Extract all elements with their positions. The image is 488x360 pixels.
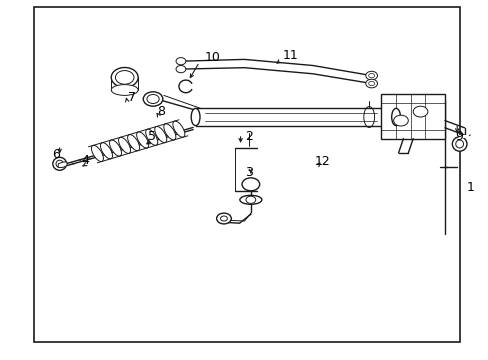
Circle shape [368, 73, 374, 78]
Ellipse shape [146, 94, 159, 104]
Text: 10: 10 [204, 51, 220, 64]
Ellipse shape [451, 137, 466, 151]
Text: 6: 6 [52, 148, 60, 161]
Circle shape [365, 71, 377, 80]
Text: 12: 12 [314, 156, 330, 168]
Ellipse shape [118, 137, 130, 153]
Text: 1: 1 [466, 181, 474, 194]
Ellipse shape [111, 85, 138, 95]
Ellipse shape [239, 195, 262, 204]
Ellipse shape [143, 92, 163, 106]
Circle shape [393, 115, 407, 126]
Circle shape [220, 216, 227, 221]
Bar [195, 108, 400, 126]
Ellipse shape [109, 140, 122, 156]
Ellipse shape [56, 160, 63, 167]
Ellipse shape [391, 108, 400, 126]
Ellipse shape [191, 108, 200, 126]
Text: 3: 3 [245, 166, 253, 179]
Circle shape [368, 81, 374, 86]
Ellipse shape [91, 145, 103, 162]
Circle shape [176, 58, 185, 65]
Ellipse shape [53, 157, 66, 170]
Ellipse shape [111, 68, 138, 87]
Ellipse shape [127, 135, 140, 151]
Ellipse shape [154, 126, 166, 143]
Text: 7: 7 [128, 91, 136, 104]
Circle shape [412, 106, 427, 117]
Circle shape [245, 196, 255, 203]
Circle shape [216, 213, 231, 224]
Circle shape [176, 66, 185, 73]
Text: 2: 2 [245, 130, 253, 143]
Circle shape [242, 178, 259, 191]
Ellipse shape [100, 143, 112, 159]
Bar [34, 7, 459, 342]
Text: 5: 5 [147, 130, 155, 143]
Ellipse shape [136, 132, 148, 148]
Ellipse shape [172, 121, 184, 137]
Text: 9: 9 [455, 130, 463, 143]
Ellipse shape [145, 129, 158, 145]
Bar [381, 94, 444, 139]
Polygon shape [58, 162, 67, 167]
Text: 11: 11 [283, 49, 298, 62]
Ellipse shape [115, 71, 134, 84]
Circle shape [365, 79, 377, 88]
Text: 8: 8 [157, 105, 165, 118]
Ellipse shape [163, 124, 176, 140]
Ellipse shape [455, 140, 463, 148]
Text: 4: 4 [81, 154, 89, 167]
Bar [458, 135, 468, 138]
